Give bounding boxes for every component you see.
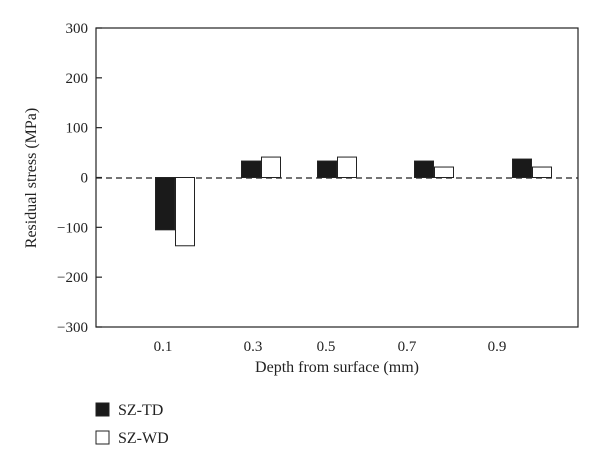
y-tick-label: 300 — [66, 21, 89, 37]
bar-sz-wd — [532, 166, 552, 179]
y-tick-label: 100 — [66, 121, 89, 137]
bar-sz-td — [414, 160, 434, 178]
y-tick-label: 200 — [66, 71, 89, 87]
bar-sz-wd — [261, 156, 281, 178]
y-tick-label: 0 — [81, 171, 89, 187]
x-tick-label: 0.7 — [398, 339, 417, 355]
y-axis-title: Residual stress (MPa) — [23, 108, 40, 248]
bar-sz-td — [155, 177, 175, 231]
legend-swatch-sz-wd — [95, 430, 110, 445]
bar-sz-td — [512, 158, 532, 178]
bar-sz-wd — [434, 166, 454, 179]
x-tick-label: 0.1 — [154, 339, 173, 355]
bar-sz-wd — [175, 177, 195, 247]
x-axis: 0.1 0.3 0.5 0.7 0.9 — [154, 339, 507, 355]
legend-label-sz-td: SZ-TD — [118, 402, 163, 419]
y-tick-label: −100 — [57, 220, 88, 236]
x-tick-label: 0.9 — [488, 339, 507, 355]
bar-sz-td — [241, 160, 261, 178]
bar-sz-wd — [337, 156, 357, 178]
y-axis: 300 200 100 0 −100 −200 −300 — [57, 21, 102, 336]
bar-sz-td — [317, 160, 337, 178]
legend-swatch-sz-td — [95, 402, 110, 417]
legend: SZ-TD SZ-WD — [95, 402, 169, 447]
x-tick-label: 0.5 — [317, 339, 336, 355]
y-tick-label: −200 — [57, 270, 88, 286]
legend-label-sz-wd: SZ-WD — [118, 430, 169, 447]
bars — [155, 156, 552, 247]
x-tick-label: 0.3 — [244, 339, 263, 355]
y-tick-label: −300 — [57, 320, 88, 336]
x-axis-title: Depth from surface (mm) — [255, 359, 419, 376]
